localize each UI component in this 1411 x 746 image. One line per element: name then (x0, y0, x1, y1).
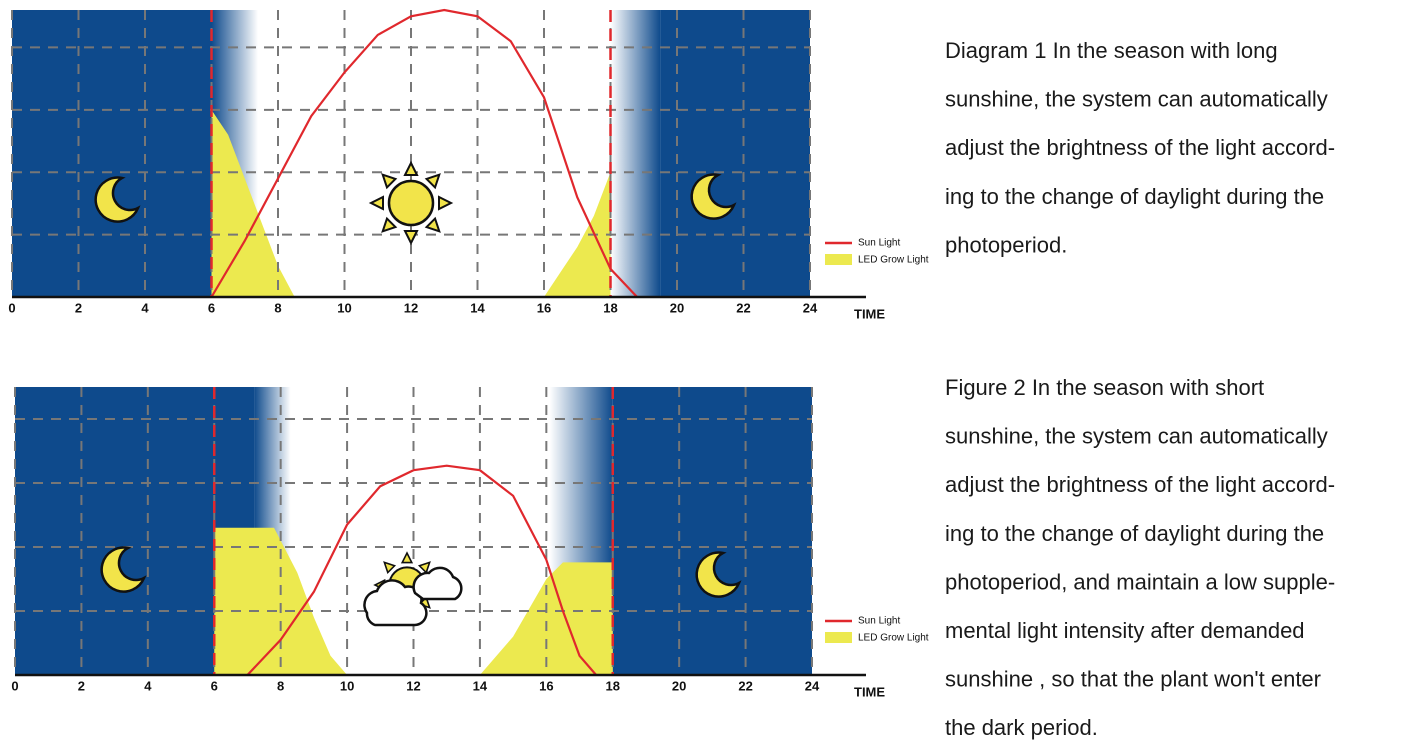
night-band (612, 387, 812, 675)
night-band (12, 10, 212, 297)
x-tick-label: 14 (473, 678, 488, 693)
x-tick-label: 4 (141, 300, 149, 315)
sun-cloud-icon (363, 553, 463, 627)
legend-label: LED Grow Light (858, 633, 929, 644)
legend-swatch (825, 632, 852, 643)
x-tick-label: 0 (11, 678, 18, 693)
led-area (214, 527, 613, 675)
caption-line: adjust the brightness of the light accor… (945, 135, 1335, 160)
caption-line: Figure 2 In the season with short (945, 375, 1264, 400)
x-tick-label: 20 (672, 678, 686, 693)
caption-line: adjust the brightness of the light accor… (945, 472, 1335, 497)
x-tick-label: 18 (606, 678, 620, 693)
caption-line: sunshine, the system can automatically (945, 87, 1328, 112)
night-band (660, 10, 810, 297)
x-axis-label: TIME (854, 684, 885, 699)
icons (94, 163, 741, 627)
x-tick-label: 10 (337, 300, 351, 315)
sun-line (210, 8, 638, 298)
x-tick-label: 12 (406, 678, 420, 693)
x-tick-label: 14 (470, 300, 485, 315)
caption-line: photoperiod. (945, 232, 1067, 257)
led-area (211, 109, 611, 298)
x-tick-label: 8 (274, 300, 281, 315)
caption-line: sunshine, the system can automatically (945, 424, 1328, 449)
x-tick-label: 6 (208, 300, 215, 315)
x-tick-label: 20 (670, 300, 684, 315)
x-tick-label: 4 (144, 678, 152, 693)
x-tick-label: 22 (736, 300, 750, 315)
caption-line: mental light intensity after demanded (945, 618, 1305, 643)
caption-line: sunshine , so that the plant won't enter (945, 667, 1321, 692)
x-tick-label: 24 (805, 678, 820, 693)
caption-line: Diagram 1 In the season with long (945, 38, 1278, 63)
x-tick-label: 22 (738, 678, 752, 693)
x-tick-label: 2 (75, 300, 82, 315)
twilight-band (610, 10, 661, 297)
x-tick-label: 2 (78, 678, 85, 693)
legend-swatch (825, 254, 852, 265)
caption-line: ing to the change of daylight during the (945, 521, 1324, 546)
sun-line (246, 464, 597, 676)
caption-line: ing to the change of daylight during the (945, 184, 1324, 209)
legend-label: Sun Light (858, 238, 900, 249)
x-tick-label: 16 (539, 678, 553, 693)
x-tick-label: 8 (277, 678, 284, 693)
x-tick-label: 18 (603, 300, 617, 315)
sun-icon (371, 163, 451, 243)
legend-label: Sun Light (858, 616, 900, 627)
x-tick-label: 0 (8, 300, 15, 315)
x-axis-label: TIME (854, 306, 885, 321)
x-tick-label: 16 (537, 300, 551, 315)
x-tick-label: 12 (404, 300, 418, 315)
x-tick-label: 6 (211, 678, 218, 693)
caption-line: the dark period. (945, 715, 1098, 740)
caption-line: photoperiod, and maintain a low supple- (945, 569, 1335, 594)
x-tick-label: 10 (340, 678, 354, 693)
x-tick-label: 24 (803, 300, 818, 315)
legend-label: LED Grow Light (858, 255, 929, 266)
